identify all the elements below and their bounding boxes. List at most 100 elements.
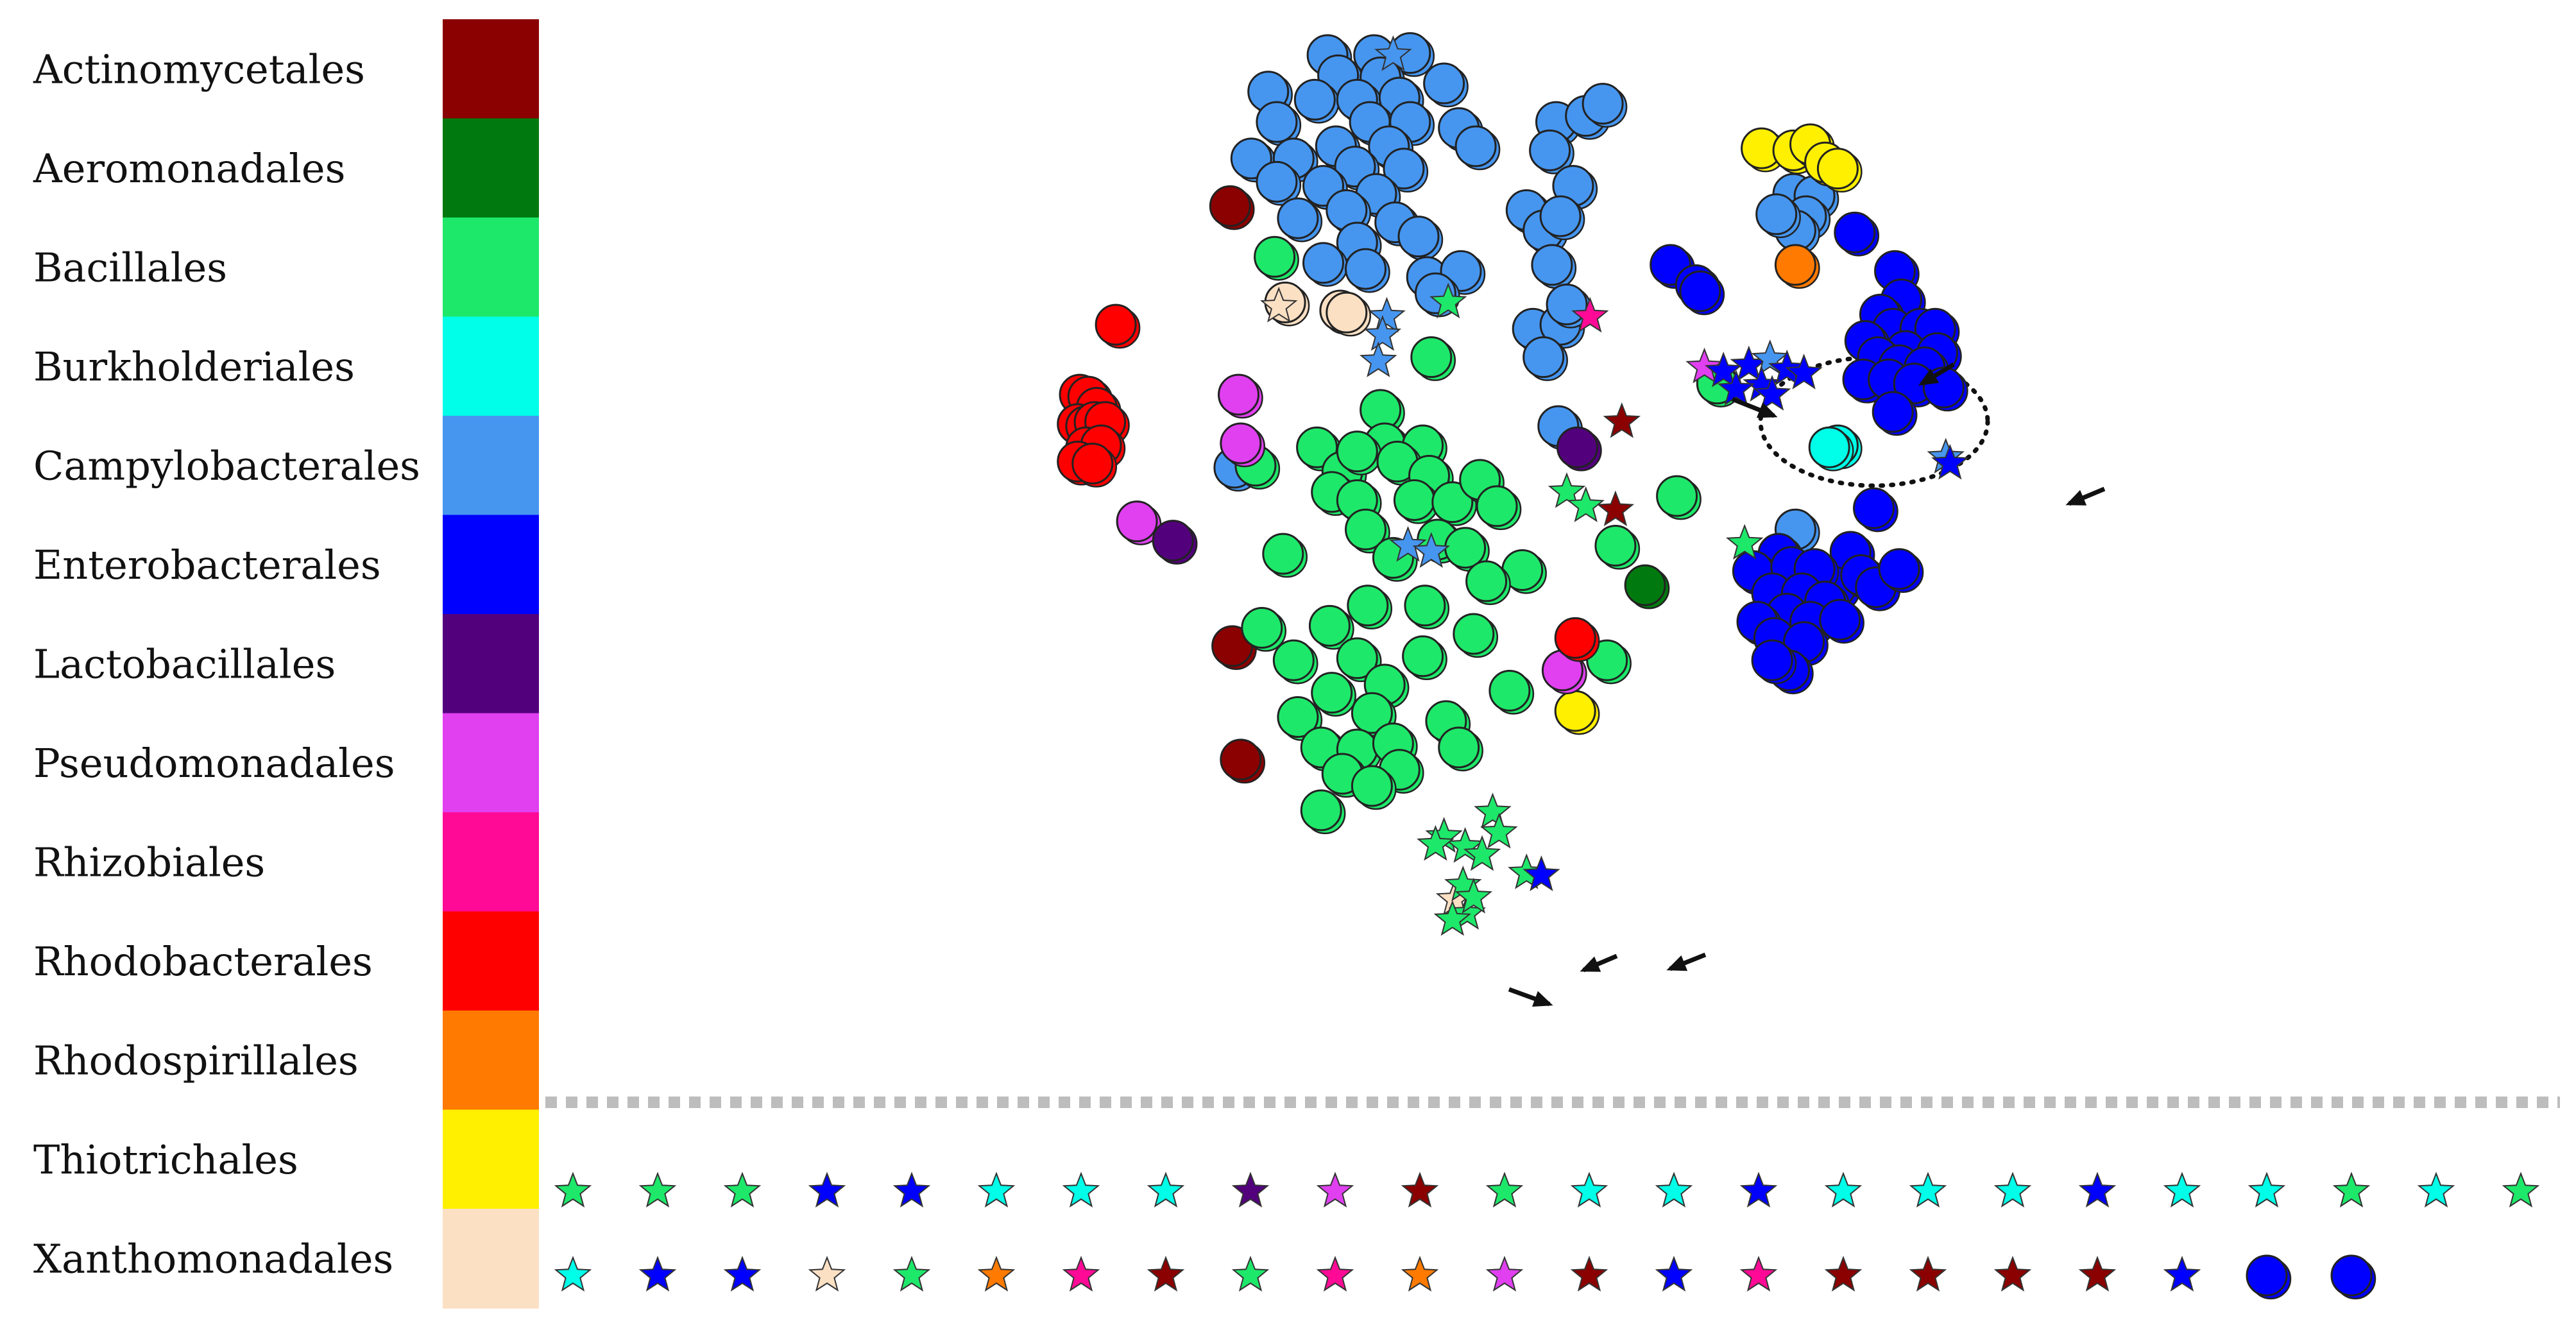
unplaced-star [1316,1256,1354,1292]
unplaced-star [723,1256,762,1292]
data-point-star [1374,35,1412,71]
data-point-circle [1656,475,1698,517]
data-point-circle [1819,599,1861,641]
data-point-circle [1594,525,1637,567]
data-point-circle [1679,270,1721,312]
legend-label: Lactobacillales [33,640,336,687]
data-point-circle [1531,244,1573,286]
data-point-circle [1774,244,1816,286]
data-point-circle [1277,197,1319,239]
unplaced-star [1147,1256,1185,1292]
legend-label: Rhodospirillales [33,1037,359,1084]
data-point-circle [1254,235,1296,278]
data-point-circle [1383,148,1425,190]
data-point-circle [1476,485,1518,527]
unplaced-star [1062,1172,1100,1208]
data-point-star [1360,341,1397,377]
data-point-star [1603,402,1641,438]
legend-swatch [443,1109,539,1209]
data-point-star [1429,282,1467,319]
data-point-circle [1755,193,1798,235]
unplaced-star [2248,1172,2286,1208]
unplaced-star [1993,1256,2032,1292]
data-point-star [1548,472,1586,508]
data-point-circle [1336,431,1378,473]
data-marks [1057,32,1969,936]
legend-swatch [443,1011,539,1111]
data-point-star [1474,792,1512,828]
data-point-circle [1351,692,1393,734]
legend-label: Pseudomonadales [33,740,395,787]
legend-swatch [443,614,539,714]
data-point-circle [1423,62,1465,105]
data-point-circle [1272,639,1315,681]
data-point-circle [1152,520,1194,562]
unplaced-star [638,1172,677,1208]
unplaced-star [1909,1172,1947,1208]
data-point-star [1463,835,1501,871]
legend-swatch [443,911,539,1011]
unplaced-star [2417,1172,2455,1208]
data-point-circle [1351,765,1393,807]
unplaced-star [1401,1256,1439,1292]
legend-label: Thiotrichales [33,1136,298,1183]
unplaced-star [1062,1256,1100,1292]
unplaced-star [2332,1172,2371,1208]
arrow-annotations [1508,362,2106,1007]
data-point-circle [1546,284,1588,325]
data-point-circle [1554,690,1596,732]
data-point-circle [1347,585,1389,627]
unplaced-star [554,1256,592,1292]
arrow-head [1580,956,1601,972]
data-point-circle [1277,696,1319,738]
data-point-circle [1529,129,1571,171]
cluster-m-outline [1758,355,1990,488]
unplaced-star [1231,1256,1270,1292]
legend-swatch [443,118,539,218]
arrow-head [1756,402,1778,418]
data-point-circle [1116,500,1158,543]
data-point-circle [1539,195,1582,237]
arrow-head [1532,991,1553,1007]
data-point-circle [1256,101,1298,143]
data-point-star [1931,443,1969,480]
data-point-circle [1582,83,1624,125]
data-point-star [1785,354,1823,389]
data-point-star [1446,827,1484,863]
data-point-circle [1816,148,1859,190]
data-point-star [1480,812,1518,849]
data-point-circle [1438,726,1480,769]
data-point-circle [1256,160,1298,203]
data-point-circle [1209,185,1251,227]
arrow-head [1666,955,1688,971]
unplaced-star [977,1256,1016,1292]
legend-swatch [443,812,539,912]
legend-swatch [443,19,539,119]
unplaced-star [1485,1172,1524,1208]
legend-swatch [443,316,539,416]
unplaced-star [2078,1172,2117,1208]
data-point-star [1259,286,1298,323]
data-point-circle [1300,789,1342,832]
data-point-circle [1262,533,1304,575]
data-point-circle [1453,613,1495,655]
plot-area: M [1057,32,2106,1007]
arrow-head [1918,368,1940,386]
data-point-star [1571,296,1609,333]
legend-label: Bacillales [33,244,227,291]
data-point-circle [1326,291,1368,334]
unplaced-star [1655,1256,1693,1292]
data-point-circle [1554,617,1596,659]
unplaced-star [1909,1256,1947,1292]
unplaced-star [1739,1172,1778,1208]
unplaced-star [808,1172,846,1208]
data-point-circle [1302,242,1344,284]
legend-label: Actinomycetales [33,46,365,92]
unplaced-star [1231,1172,1270,1208]
data-point-star [1704,352,1743,388]
data-point-star [1433,900,1472,936]
data-point-circle [1557,426,1598,468]
legend-label: Xanthomonadales [33,1235,393,1282]
data-point-circle [1853,487,1895,529]
